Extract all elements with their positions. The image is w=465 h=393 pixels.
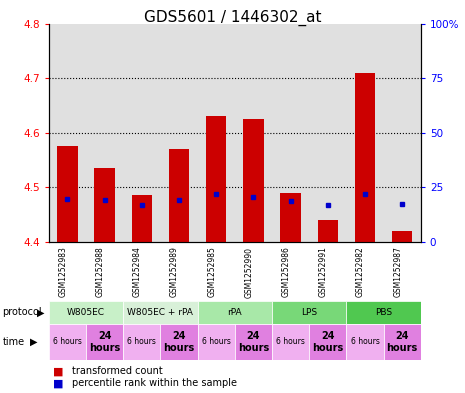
Bar: [355, 73, 375, 242]
Text: ■: ■: [53, 378, 64, 388]
Bar: [280, 193, 301, 242]
Text: W805EC + rPA: W805EC + rPA: [127, 308, 193, 317]
Bar: [160, 324, 198, 360]
Text: 6 hours: 6 hours: [53, 338, 82, 346]
Text: GSM1252985: GSM1252985: [207, 246, 216, 298]
Bar: [346, 324, 384, 360]
Text: 24
hours: 24 hours: [386, 331, 418, 353]
Bar: [346, 301, 421, 324]
Text: rPA: rPA: [227, 308, 242, 317]
Text: transformed count: transformed count: [72, 366, 163, 376]
Bar: [272, 324, 309, 360]
Text: ▶: ▶: [30, 337, 38, 347]
Text: 24
hours: 24 hours: [238, 331, 269, 353]
Bar: [198, 324, 235, 360]
Bar: [392, 231, 412, 242]
Bar: [86, 324, 123, 360]
Text: GSM1252990: GSM1252990: [245, 246, 253, 298]
Text: ▶: ▶: [37, 307, 45, 318]
Bar: [318, 220, 338, 242]
Bar: [49, 324, 86, 360]
Bar: [169, 149, 189, 242]
Text: 6 hours: 6 hours: [351, 338, 379, 346]
Text: 24
hours: 24 hours: [89, 331, 120, 353]
Text: PBS: PBS: [375, 308, 392, 317]
Text: GSM1252988: GSM1252988: [96, 246, 105, 297]
Text: 6 hours: 6 hours: [127, 338, 156, 346]
Text: GSM1252989: GSM1252989: [170, 246, 179, 298]
Text: time: time: [2, 337, 25, 347]
Text: W805EC: W805EC: [67, 308, 105, 317]
Text: 6 hours: 6 hours: [202, 338, 231, 346]
Text: ■: ■: [53, 366, 64, 376]
Bar: [198, 301, 272, 324]
Text: 24
hours: 24 hours: [312, 331, 344, 353]
Text: GSM1252987: GSM1252987: [393, 246, 402, 298]
Text: GSM1252982: GSM1252982: [356, 246, 365, 297]
Text: protocol: protocol: [2, 307, 42, 318]
Bar: [132, 195, 152, 242]
Text: GSM1252991: GSM1252991: [319, 246, 328, 298]
Text: percentile rank within the sample: percentile rank within the sample: [72, 378, 237, 388]
Bar: [123, 301, 198, 324]
Text: GSM1252983: GSM1252983: [59, 246, 67, 298]
Bar: [309, 324, 346, 360]
Bar: [206, 116, 226, 242]
Text: 24
hours: 24 hours: [163, 331, 195, 353]
Text: GSM1252984: GSM1252984: [133, 246, 142, 298]
Text: LPS: LPS: [301, 308, 317, 317]
Bar: [235, 324, 272, 360]
Bar: [243, 119, 264, 242]
Bar: [57, 146, 78, 242]
Text: GDS5601 / 1446302_at: GDS5601 / 1446302_at: [144, 10, 321, 26]
Bar: [384, 324, 421, 360]
Text: GSM1252986: GSM1252986: [282, 246, 291, 298]
Bar: [49, 301, 123, 324]
Text: 6 hours: 6 hours: [276, 338, 305, 346]
Bar: [94, 168, 115, 242]
Bar: [123, 324, 160, 360]
Bar: [272, 301, 346, 324]
